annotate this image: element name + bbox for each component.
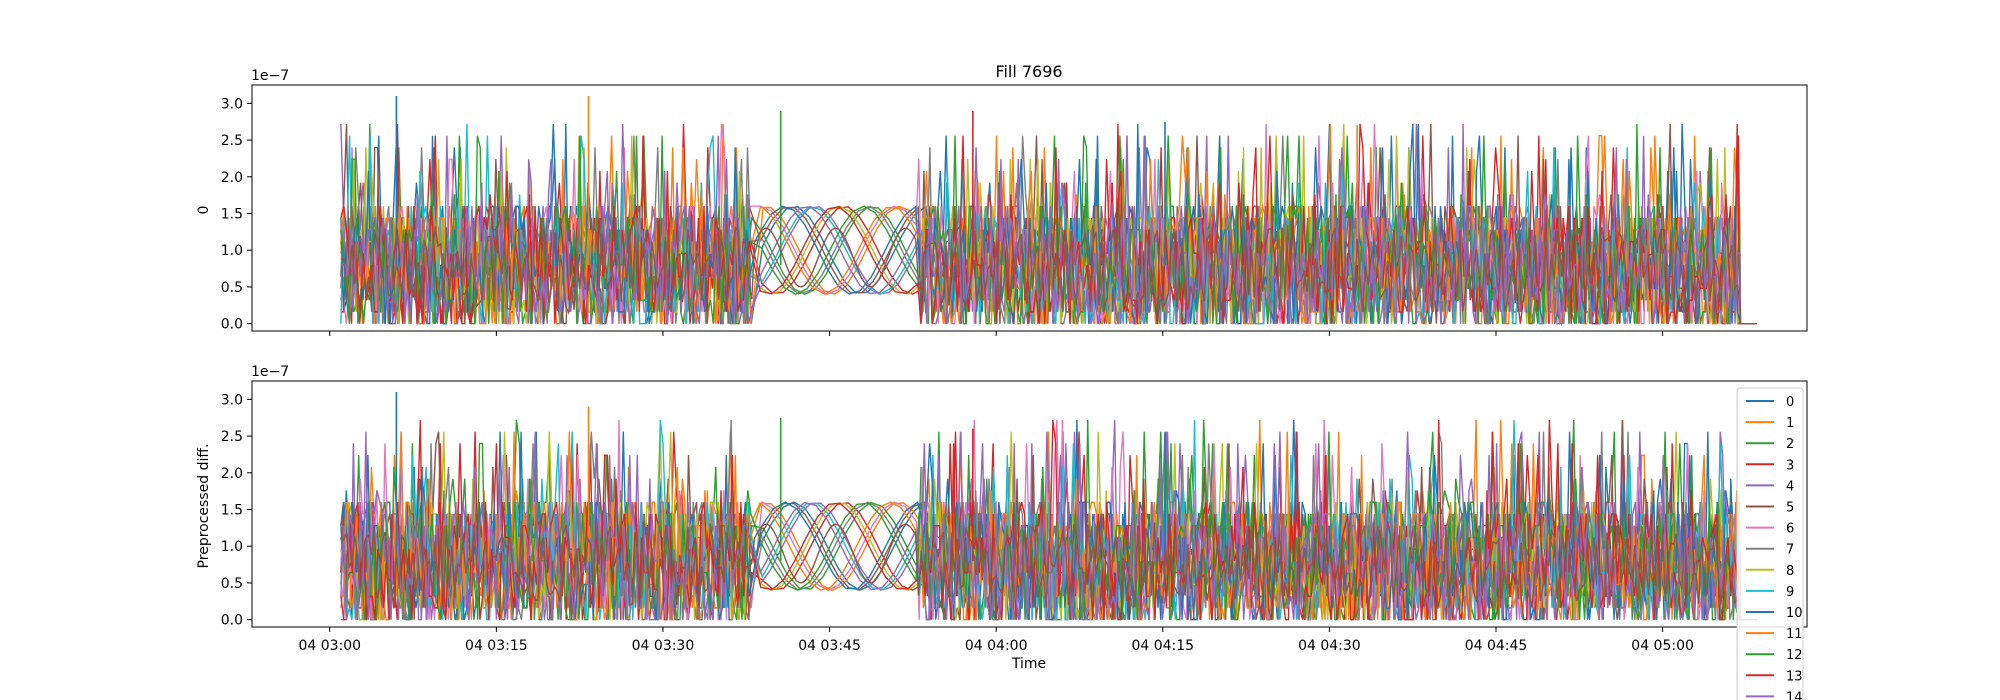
legend-label: 3: [1786, 458, 1794, 473]
y-tick-label: 2.5: [221, 429, 243, 445]
y-tick-label: 3.0: [221, 392, 243, 408]
y-tick-label: 1.5: [221, 207, 243, 223]
x-tick-label: 04 03:30: [632, 638, 695, 654]
bottom-x-axis-label: Time: [1011, 656, 1046, 672]
top-x-ticks: [329, 331, 1664, 336]
legend-label: 13: [1786, 669, 1803, 684]
legend-label: 1: [1786, 416, 1794, 431]
bottom-panel: 1e−7 Preprocessed diff. 0.0 0.5 1.0 1.5 2.0 2…: [196, 364, 1808, 700]
y-tick-label: 0.5: [221, 576, 243, 592]
legend-label: 2: [1786, 437, 1794, 452]
series-line-11: [340, 419, 1757, 621]
legend-label: 9: [1786, 585, 1794, 600]
x-tick-label: 04 04:00: [965, 638, 1028, 654]
x-tick-label: 04 04:30: [1298, 638, 1361, 654]
series-line-5-overlay: [340, 520, 1757, 621]
x-tick-label: 04 04:15: [1131, 638, 1194, 654]
legend-label: 6: [1786, 522, 1794, 537]
bottom-plot-area: [340, 392, 1757, 621]
y-tick-label: 2.5: [221, 133, 243, 149]
x-tick-label: 04 03:15: [465, 638, 528, 654]
y-tick-label: 0.0: [221, 317, 243, 333]
legend-frame: [1736, 387, 1804, 700]
top-y-axis-label: 0: [196, 206, 212, 215]
x-tick-label: 04 04:45: [1465, 638, 1528, 654]
bottom-x-ticks: 04 03:00 04 03:15 04 03:30 04 03:45 04 04:00…: [298, 627, 1694, 654]
top-axes-frame: [251, 84, 1808, 332]
legend-label: 14: [1786, 690, 1803, 700]
bottom-y-ticks: 0.0 0.5 1.0 1.5 2.0 2.5 3.0: [221, 392, 252, 629]
legend-label: 7: [1786, 543, 1794, 558]
bottom-y-offset-label: 1e−7: [251, 364, 289, 380]
x-tick-label: 04 03:45: [798, 638, 861, 654]
top-title: Fill 7696: [995, 62, 1062, 81]
bottom-y-axis-label: Preprocessed diff.: [196, 444, 212, 569]
top-y-offset-label: 1e−7: [251, 68, 289, 84]
bottom-axes-frame: [251, 380, 1808, 628]
series-line-5-overlay: [340, 224, 1757, 325]
y-tick-label: 3.0: [221, 96, 243, 112]
y-tick-label: 2.0: [221, 170, 243, 186]
y-tick-label: 2.0: [221, 466, 243, 482]
y-tick-label: 1.0: [221, 243, 243, 259]
top-plot-area: [340, 96, 1757, 327]
y-tick-label: 1.5: [221, 503, 243, 519]
legend-label: 4: [1786, 479, 1794, 494]
series-line-13: [340, 419, 1757, 621]
legend-label: 10: [1786, 606, 1803, 621]
legend-label: 11: [1786, 627, 1803, 642]
top-panel: Fill 7696 1e−7 0 0.0 0.5 1.0 1.5 2.0 2.5 3.0: [196, 62, 1808, 336]
legend-label: 0: [1786, 395, 1794, 410]
legend-label: 8: [1786, 564, 1794, 579]
series-line-14: [340, 431, 1757, 621]
y-tick-label: 0.0: [221, 613, 243, 629]
x-tick-label: 04 03:00: [298, 638, 361, 654]
legend-label: 12: [1786, 648, 1803, 663]
x-tick-label: 04 05:00: [1631, 638, 1694, 654]
top-y-ticks: 0.0 0.5 1.0 1.5 2.0 2.5 3.0: [221, 96, 252, 333]
series-line-14: [340, 123, 1757, 325]
y-tick-label: 1.0: [221, 539, 243, 555]
y-tick-label: 0.5: [221, 280, 243, 296]
legend-label: 5: [1786, 501, 1794, 516]
